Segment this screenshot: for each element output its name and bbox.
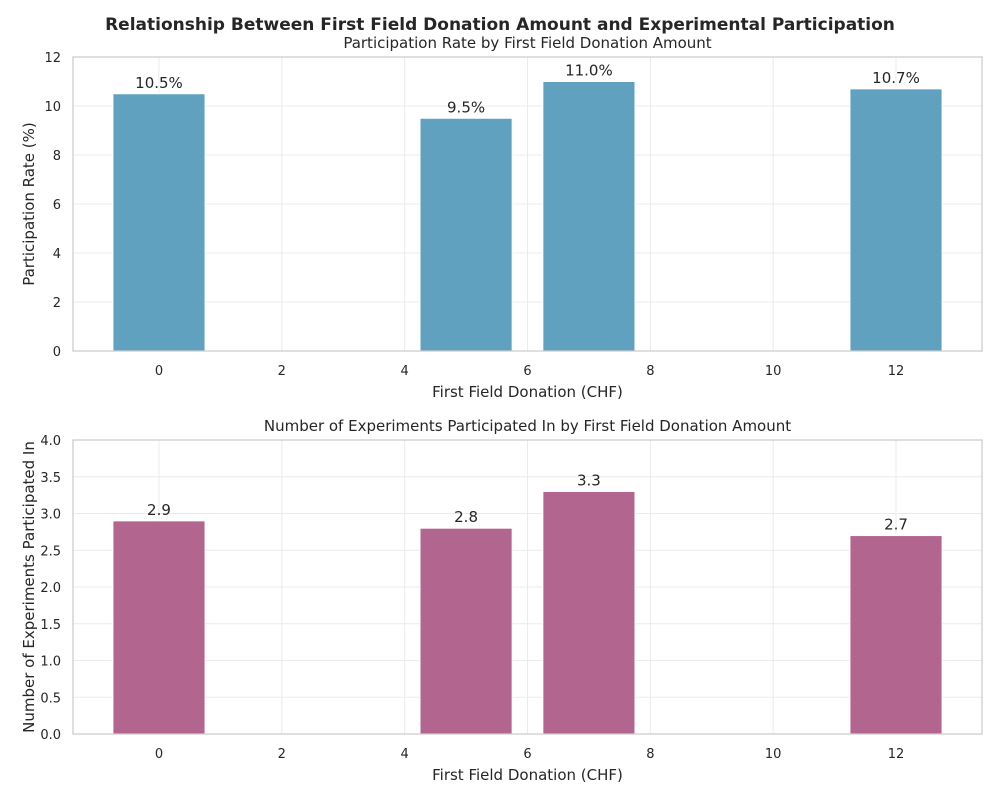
chart-2-x-tick-label: 10 <box>765 747 782 762</box>
chart-1-x-tick-label: 12 <box>888 364 905 379</box>
chart-1-bar <box>112 93 206 352</box>
chart-1-y-tick-label: 2 <box>53 296 61 311</box>
chart-1-x-axis-label: First Field Donation (CHF) <box>432 383 623 401</box>
experiments-count-chart: 2.9 2.8 3.3 2.7 0 2 4 6 8 10 12 0.0 0.5 1.0 1.5 2.0 2.5 3… <box>20 417 983 784</box>
chart-2-x-tick-label: 8 <box>646 747 654 762</box>
chart-1-x-tick-label: 10 <box>765 364 782 379</box>
chart-1-y-axis-label: Participation Rate (%) <box>20 122 38 286</box>
chart-2-y-tick-label: 4.0 <box>40 434 61 449</box>
chart-2-y-tick-label: 0.5 <box>40 691 61 706</box>
chart-1-x-tick-label: 6 <box>523 364 531 379</box>
chart-2-x-axis-label: First Field Donation (CHF) <box>432 766 623 784</box>
chart-2-y-tick-label: 1.0 <box>40 655 61 670</box>
chart-1-y-tick-label: 4 <box>53 247 61 262</box>
chart-2-bar <box>849 535 943 735</box>
chart-2-bar <box>419 527 513 735</box>
chart-2-data-label: 2.8 <box>454 508 478 526</box>
chart-1-data-label: 9.5% <box>447 98 485 116</box>
chart-2-y-axis-label: Number of Experiments Participated In <box>20 441 38 733</box>
chart-2-bar <box>542 490 636 735</box>
chart-2-x-tick-label: 0 <box>155 747 163 762</box>
chart-1-bar <box>419 117 513 352</box>
chart-2-y-tick-label: 3.0 <box>40 508 61 523</box>
chart-1-axes-frame <box>72 56 983 352</box>
participation-rate-chart: 10.5% 9.5% 11.0% 10.7% 0 2 4 6 8 10 12 0 2 4 6 8 10 12 Par… <box>20 34 983 401</box>
chart-2-title: Number of Experiments Participated In by… <box>264 417 791 435</box>
chart-1-bar <box>542 81 636 352</box>
chart-2-data-label: 2.7 <box>884 516 908 534</box>
chart-2-x-tick-label: 4 <box>401 747 409 762</box>
chart-1-x-tick-label: 8 <box>646 364 654 379</box>
figure-suptitle: Relationship Between First Field Donatio… <box>105 15 895 35</box>
chart-1-y-tick-label: 12 <box>44 51 61 66</box>
chart-1-bar <box>849 88 943 352</box>
chart-2-y-tick-label: 0.0 <box>40 728 61 743</box>
chart-2-axes-frame <box>72 439 983 735</box>
chart-1-y-tick-label: 0 <box>53 345 61 360</box>
chart-2-bar <box>112 520 206 735</box>
chart-1-data-label: 10.5% <box>135 74 183 92</box>
chart-2-y-tick-label: 3.5 <box>40 471 61 486</box>
chart-1-x-tick-label: 4 <box>401 364 409 379</box>
chart-1-title: Participation Rate by First Field Donati… <box>343 34 711 52</box>
chart-2-y-tick-label: 1.5 <box>40 618 61 633</box>
chart-1-x-tick-label: 2 <box>278 364 286 379</box>
chart-1-y-tick-label: 6 <box>53 198 61 213</box>
chart-2-y-tick-label: 2.0 <box>40 581 61 596</box>
chart-2-x-tick-label: 6 <box>523 747 531 762</box>
chart-2-data-label: 3.3 <box>577 471 601 489</box>
chart-1-x-tick-label: 0 <box>155 364 163 379</box>
chart-2-y-tick-label: 2.5 <box>40 544 61 559</box>
chart-2-x-tick-label: 2 <box>278 747 286 762</box>
chart-1-data-label: 10.7% <box>872 69 920 87</box>
chart-2-x-tick-label: 12 <box>888 747 905 762</box>
chart-2-data-label: 2.9 <box>147 501 171 519</box>
chart-1-data-label: 11.0% <box>565 62 613 80</box>
chart-1-y-tick-label: 10 <box>44 100 61 115</box>
chart-1-y-tick-label: 8 <box>53 149 61 164</box>
